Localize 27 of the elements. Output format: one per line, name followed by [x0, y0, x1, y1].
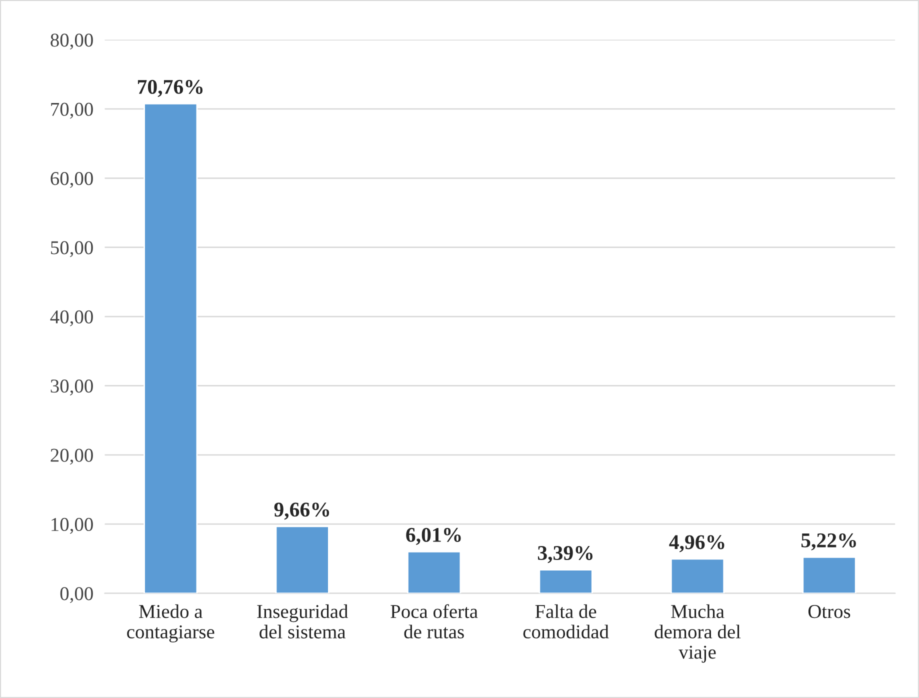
y-tick-label: 80,00: [50, 34, 93, 50]
data-label: 4,96%: [669, 535, 724, 552]
x-tick-label: Poca oferta de rutas: [390, 604, 478, 638]
bar: [407, 551, 462, 594]
y-tick-label: 40,00: [50, 310, 93, 326]
data-label: 3,39%: [538, 546, 592, 564]
data-label: 9,66%: [274, 502, 330, 520]
x-tick-label: Otros: [808, 605, 850, 618]
x-tick-label: Mucha demora del viaje: [654, 604, 741, 663]
y-tick-label: 70,00: [51, 102, 93, 119]
data-label: 6,01%: [406, 528, 461, 545]
y-tick-label: 0,00: [60, 587, 93, 604]
data-label: 5,22%: [801, 533, 856, 550]
data-label: 70,76%: [138, 80, 203, 97]
x-tick-label: Falta de comodidad: [523, 604, 609, 638]
bar: [144, 103, 198, 594]
bar: [538, 569, 593, 594]
bar: [670, 558, 725, 594]
x-tick-label: Inseguridad del sistema: [257, 604, 348, 638]
y-tick-label: 60,00: [50, 172, 93, 188]
y-tick-label: 50,00: [51, 241, 93, 258]
x-tick-label: Miedo a contagiarse: [127, 604, 214, 642]
y-tick-label: 30,00: [50, 380, 93, 396]
y-tick-label: 20,00: [50, 448, 93, 465]
bar: [275, 526, 330, 594]
bar: [802, 556, 856, 594]
y-tick-label: 10,00: [52, 518, 93, 534]
